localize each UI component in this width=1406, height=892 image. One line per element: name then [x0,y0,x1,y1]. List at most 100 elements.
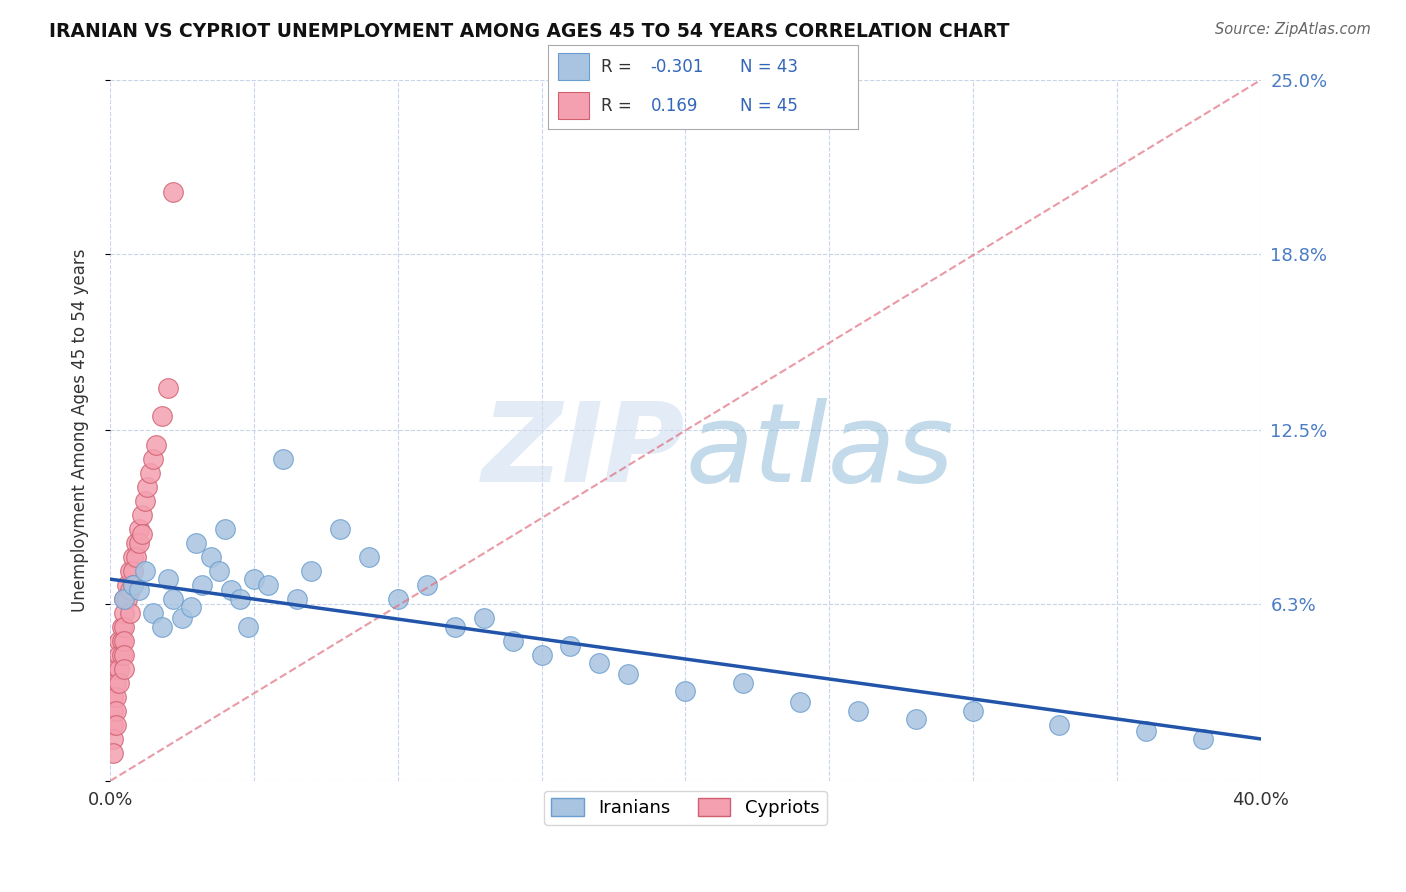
Point [107,633,129,648]
Point [150,620,173,634]
Point [128,535,150,549]
Point [673,684,696,698]
Point [120,564,142,578]
Point [170,611,193,625]
Point [530,648,553,662]
Point [904,712,927,726]
Point [122,564,145,578]
Point [120,606,142,620]
Point [101,746,124,760]
Point [104,718,127,732]
Point [128,583,150,598]
Point [150,409,173,424]
Point [789,696,811,710]
Point [208,564,231,578]
Point [128,522,150,536]
Point [415,578,437,592]
Point [117,591,139,606]
Text: Source: ZipAtlas.com: Source: ZipAtlas.com [1215,22,1371,37]
Point [846,704,869,718]
Text: IRANIAN VS CYPRIOT UNEMPLOYMENT AMONG AGES 45 TO 54 YEARS CORRELATION CHART: IRANIAN VS CYPRIOT UNEMPLOYMENT AMONG AG… [49,22,1010,41]
Point [560,640,582,654]
Text: -0.301: -0.301 [651,58,704,76]
Point [107,648,129,662]
Point [214,522,236,536]
Point [962,704,984,718]
Text: R =: R = [600,58,637,76]
Point [110,648,132,662]
Point [502,633,524,648]
Point [120,583,142,598]
Point [191,578,214,592]
Point [101,718,124,732]
Point [236,620,259,634]
Point [114,620,136,634]
Point [104,704,127,718]
Point [617,667,640,681]
Legend: Iranians, Cypriots: Iranians, Cypriots [544,790,827,824]
Point [114,662,136,676]
Point [731,676,754,690]
Point [142,451,165,466]
Point [125,535,148,549]
Point [1192,731,1215,746]
Point [162,591,184,606]
Point [125,549,148,564]
Point [162,185,184,199]
Point [301,564,323,578]
Point [101,704,124,718]
Point [131,527,153,541]
Point [329,522,352,536]
Text: ZIP: ZIP [482,398,685,505]
Point [200,549,222,564]
Point [107,662,129,676]
Point [104,676,127,690]
Point [117,578,139,592]
Point [142,606,165,620]
Point [139,466,162,480]
Point [110,620,132,634]
Point [472,611,495,625]
Point [107,676,129,690]
Point [444,620,467,634]
Point [101,690,124,704]
Point [588,657,610,671]
Point [110,633,132,648]
Point [134,493,156,508]
Point [131,508,153,522]
Point [156,572,179,586]
Point [228,591,250,606]
Point [1047,718,1070,732]
Y-axis label: Unemployment Among Ages 45 to 54 years: Unemployment Among Ages 45 to 54 years [72,249,89,612]
Bar [558,92,589,120]
Point [145,437,167,451]
Point [104,662,127,676]
Point [219,583,242,598]
Point [156,381,179,395]
Point [285,591,308,606]
Point [134,564,156,578]
Point [243,572,266,586]
Point [122,578,145,592]
Point [114,591,136,606]
Point [114,633,136,648]
Text: N = 43: N = 43 [740,58,799,76]
Point [114,606,136,620]
Text: R =: R = [600,96,637,114]
Point [136,479,159,493]
Point [104,690,127,704]
Bar [558,54,589,80]
Point [122,549,145,564]
Point [357,549,380,564]
Point [114,648,136,662]
Point [271,451,294,466]
Point [114,591,136,606]
Point [387,591,409,606]
Point [257,578,280,592]
Text: N = 45: N = 45 [740,96,799,114]
Point [180,600,202,615]
Text: 0.169: 0.169 [651,96,697,114]
Point [122,578,145,592]
Text: atlas: atlas [685,398,955,505]
Point [1135,723,1157,738]
